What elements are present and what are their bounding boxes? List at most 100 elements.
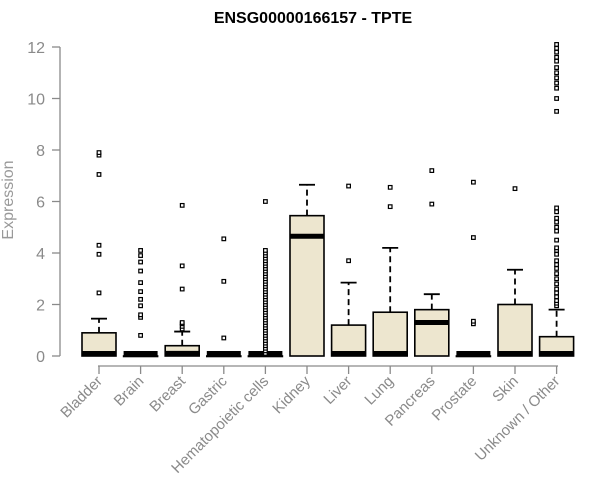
box-unknown-other [538,42,575,357]
outlier-point [471,179,476,185]
x-tick-label: Brain [111,373,148,410]
outlier-point [96,150,102,155]
outlier-point [96,172,102,177]
outlier-point [96,242,102,248]
outlier-point [263,199,268,204]
outlier-point [554,45,559,51]
outlier-point [554,245,559,251]
outlier-point [554,205,559,211]
outlier-point [554,276,559,282]
outlier-point [221,335,227,341]
outlier-point [554,228,559,234]
box-skin [497,186,533,357]
outlier-point [429,168,435,174]
box-liver [330,183,367,357]
y-tick-label: 0 [36,349,45,366]
outlier-point [554,262,559,267]
box-body [289,214,325,357]
outlier-point [554,209,559,215]
outlier-point [138,259,144,265]
outlier-point [179,286,185,292]
outlier-point [554,49,559,55]
outlier-point [138,268,144,274]
box-pancreas [413,168,450,357]
outlier-point [554,224,559,230]
box-body [247,355,284,358]
y-tick-label: 12 [27,40,45,57]
x-tick-label: Bladder [57,373,106,422]
box-body [497,303,533,357]
box-body [455,355,492,358]
outlier-point [512,186,518,192]
outlier-point [138,289,144,295]
box-body [372,311,409,357]
outlier-point [554,42,559,47]
x-tick-label: Liver [320,373,355,408]
outlier-point [387,204,393,210]
box-body [413,308,450,357]
outlier-point [554,108,559,114]
outlier-point [346,183,351,189]
outlier-point [554,266,559,271]
y-axis-label: Expression [0,160,17,239]
y-tick-label: 2 [36,298,45,315]
box-series [81,42,575,358]
outlier-point [554,219,559,225]
outlier-point [554,237,559,243]
x-tick-label: Kidney [269,372,314,417]
outlier-point [554,58,559,64]
y-tick-label: 8 [36,143,45,160]
box-brain [122,248,159,358]
box-prostate [455,179,492,358]
outlier-point [554,286,559,292]
outlier-point [138,312,144,318]
outlier-point [554,251,559,257]
outlier-point [138,296,144,302]
outlier-point [554,85,559,91]
box-body [206,355,242,358]
box-kidney [289,183,325,357]
box-body [164,344,200,357]
x-tick-label: Breast [146,372,189,415]
outlier-point [554,70,559,76]
outlier-point [554,271,559,276]
outlier-point [138,333,144,338]
outlier-point [554,281,559,287]
outlier-point [221,278,227,284]
outlier-point [554,258,559,264]
outlier-point [138,303,144,309]
outlier-point [387,184,393,190]
box-body [122,355,159,358]
outlier-point [554,75,559,81]
outlier-point [554,54,559,60]
outlier-point [554,294,559,300]
outlier-point [179,320,185,325]
outlier-point [554,96,559,101]
outlier-point [221,236,227,242]
x-tick-label: Lung [361,373,397,409]
box-bladder [81,150,117,357]
outlier-point [471,235,476,240]
y-tick-label: 4 [36,246,45,263]
x-tick-label: Skin [489,373,522,406]
x-tick-label: Prostate [429,373,481,425]
outlier-point [429,201,435,207]
outlier-point [138,253,144,258]
y-axis-ticks: 0 2 4 6 8 10 12 [27,40,60,366]
outlier-point [179,263,185,269]
y-tick-label: 6 [36,195,45,212]
outlier-point [471,318,476,324]
outlier-point [346,258,351,264]
box-lung [372,184,409,357]
outlier-point [138,248,144,253]
outlier-point [138,280,144,286]
outlier-point [554,80,559,86]
outlier-point [554,290,559,296]
outlier-point [554,65,559,71]
box-body [330,324,367,357]
box-gastric [206,236,242,358]
outlier-point [263,248,268,253]
box-breast [164,202,200,357]
